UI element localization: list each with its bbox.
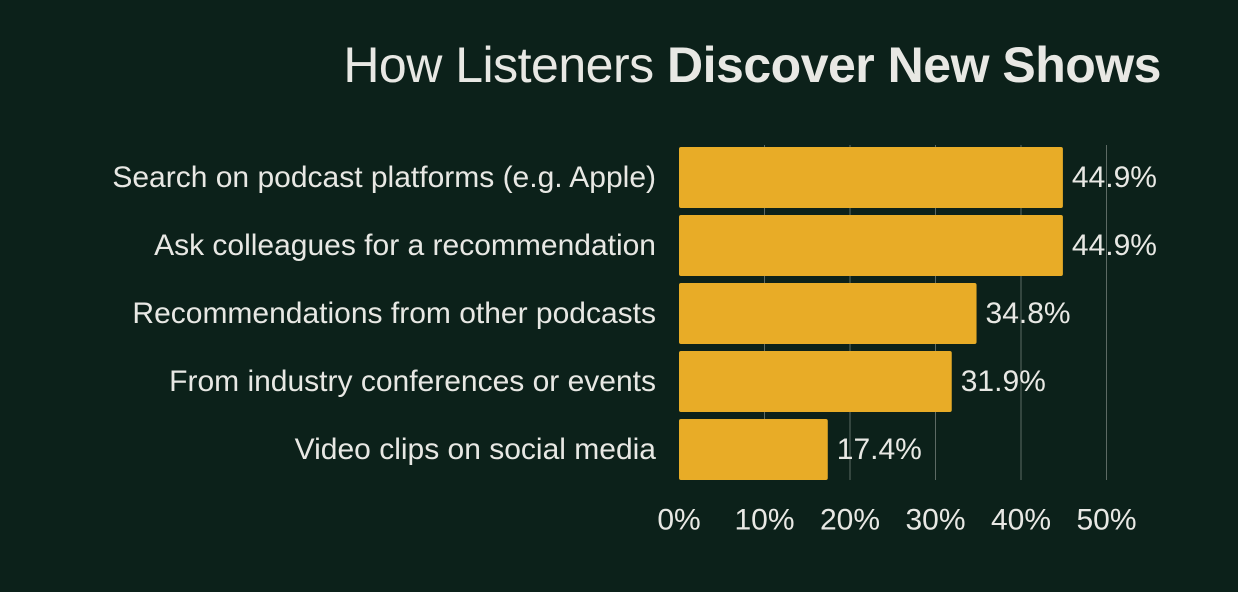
category-label-0: Search on podcast platforms (e.g. Apple) [112,161,656,194]
x-tick-label-50: 50% [1076,504,1136,537]
x-tick-label-0: 0% [657,504,700,537]
chart-title: How Listeners Discover New Shows [343,30,1161,100]
category-label-2: Recommendations from other podcasts [132,297,656,330]
bar-3 [679,351,952,412]
bar-2 [679,283,977,344]
bar-1 [679,215,1063,276]
value-label-4: 17.4% [837,433,922,466]
chart-title-light: How Listeners [343,37,654,93]
x-tick-label-30: 30% [905,504,965,537]
value-label-2: 34.8% [986,297,1071,330]
x-tick-label-10: 10% [734,504,794,537]
category-label-1: Ask colleagues for a recommendation [154,229,656,262]
category-label-3: From industry conferences or events [169,365,656,398]
bar-4 [679,419,828,480]
value-label-1: 44.9% [1072,229,1157,262]
value-label-0: 44.9% [1072,161,1157,194]
value-label-3: 31.9% [961,365,1046,398]
bar-0 [679,147,1063,208]
category-label-4: Video clips on social media [295,433,657,466]
chart-title-bold: Discover New Shows [667,37,1161,93]
x-tick-label-20: 20% [820,504,880,537]
x-tick-label-40: 40% [991,504,1051,537]
